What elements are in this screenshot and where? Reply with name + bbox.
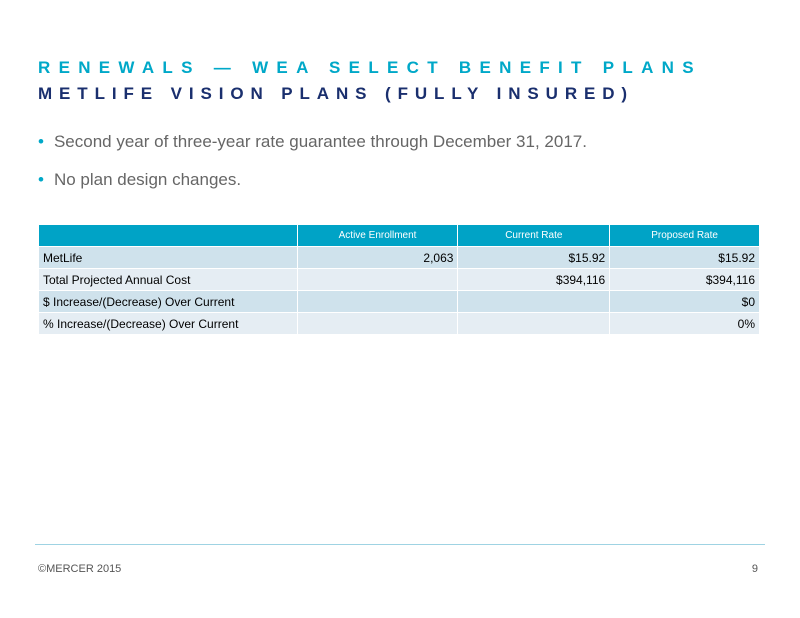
cell: $15.92 bbox=[457, 246, 611, 269]
bullet: Second year of three-year rate guarantee… bbox=[38, 132, 587, 152]
cell: Total Projected Annual Cost bbox=[38, 268, 298, 291]
cell: $0 bbox=[609, 290, 760, 313]
copyright: ©MERCER 2015 bbox=[38, 563, 122, 575]
cell bbox=[457, 290, 611, 313]
cell: $15.92 bbox=[609, 246, 760, 269]
cell: MetLife bbox=[38, 246, 298, 269]
cell: $394,116 bbox=[609, 268, 760, 291]
cell bbox=[296, 268, 459, 291]
cell: Proposed Rate bbox=[609, 224, 760, 247]
cell bbox=[38, 224, 298, 247]
cell: Active Enrollment bbox=[296, 224, 459, 247]
bullet: No plan design changes. bbox=[38, 170, 241, 190]
cell bbox=[296, 290, 459, 313]
cell bbox=[457, 312, 611, 335]
title: RENEWALS — WEA SELECT BENEFIT PLANS bbox=[38, 58, 702, 77]
header-row: Active Enrollment Current Rate Proposed Ra… bbox=[38, 224, 760, 247]
cell: % Increase/(Decrease) Over Current bbox=[38, 312, 298, 335]
rate-table: Active Enrollment Current Rate Proposed Ra… bbox=[38, 224, 760, 335]
cell bbox=[296, 312, 459, 335]
cell: Current Rate bbox=[457, 224, 611, 247]
cell: 0% bbox=[609, 312, 760, 335]
table-row: MetLife 2,063 $15.92 $15.92 bbox=[38, 246, 760, 269]
subtitle: METLIFE VISION PLANS (FULLY INSURED) bbox=[38, 84, 634, 103]
cell: $ Increase/(Decrease) Over Current bbox=[38, 290, 298, 313]
page-number: 9 bbox=[751, 563, 758, 575]
cell: $394,116 bbox=[457, 268, 611, 291]
cell: 2,063 bbox=[296, 246, 459, 269]
table-row: $ Increase/(Decrease) Over Current $0 bbox=[38, 290, 760, 313]
table-row: % Increase/(Decrease) Over Current 0% bbox=[38, 312, 760, 335]
table-row: Total Projected Annual Cost $394,116 $394,… bbox=[38, 268, 760, 291]
footer-rule bbox=[35, 544, 765, 545]
